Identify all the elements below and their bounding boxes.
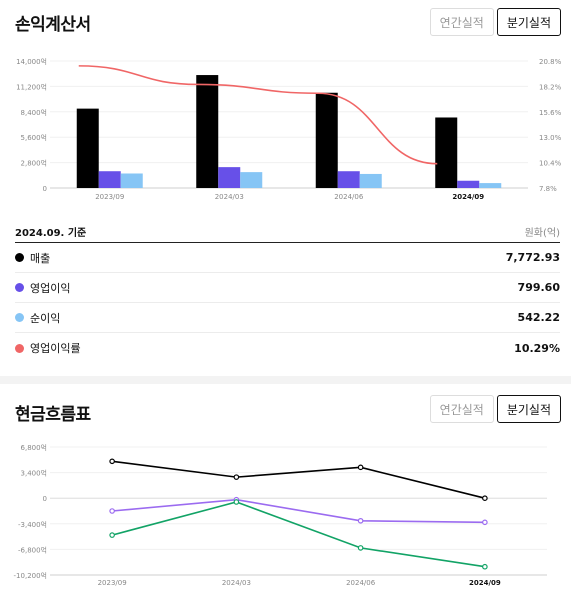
x-tick-label: 2024/03 [222, 579, 251, 587]
bar [196, 75, 219, 188]
income-period-toggle: 연간실적 분기실적 [429, 8, 561, 36]
summary-label: 매출 [30, 251, 51, 265]
y2-tick-label: 15.6% [539, 109, 562, 117]
series-line [111, 501, 485, 568]
as-of-date: 2024.09. 기준 [15, 228, 87, 239]
y-tick-label: 6,800억 [21, 444, 47, 452]
summary-row-operating-profit: 영업이익 799.60 [15, 273, 560, 303]
data-point [109, 532, 115, 538]
y-tick-label: -10,200억 [14, 572, 47, 580]
as-of-row: 2024.09. 기준 원화(억) [15, 221, 560, 243]
summary-label: 순이익 [30, 311, 61, 325]
cash-flow-title: 현금흐름표 [15, 405, 91, 425]
y-tick-label: 14,000억 [16, 58, 47, 66]
summary-value: 542.22 [517, 311, 560, 324]
summary-label: 영업이익 [30, 281, 71, 295]
x-tick-label: 2024/06 [334, 193, 364, 201]
x-tick-label: 2024/03 [215, 193, 244, 201]
bar [359, 173, 382, 188]
y-tick-label: 5,600억 [21, 134, 47, 142]
data-point [233, 474, 240, 480]
section-divider [0, 376, 571, 384]
operating-margin-line [78, 65, 438, 165]
bar [457, 180, 480, 188]
bar [479, 183, 502, 188]
series-line [112, 498, 485, 524]
quarterly-button[interactable]: 분기실적 [496, 8, 561, 36]
summary-value: 7,772.93 [505, 251, 560, 264]
summary-row-operating-margin: 영업이익률 10.29% [15, 333, 560, 363]
income-statement-title: 손익계산서 [15, 15, 91, 35]
income-summary-list: 매출 7,772.93 영업이익 799.60 순이익 542.22 영업이익률… [15, 243, 560, 363]
bar [98, 171, 121, 188]
data-point [233, 499, 240, 505]
annual-button[interactable]: 연간실적 [429, 8, 494, 36]
y-tick-label: 0 [43, 495, 47, 503]
y2-tick-label: 7.8% [539, 185, 557, 193]
data-point [482, 495, 488, 502]
bar [120, 173, 143, 188]
y2-tick-label: 20.8% [539, 58, 562, 66]
y2-tick-label: 18.2% [539, 83, 562, 91]
bar [337, 171, 360, 188]
data-point [482, 519, 488, 526]
annual-button[interactable]: 연간실적 [429, 395, 494, 423]
income-chart: 14,000억 11,200억 8,400억 5,600억 2,800억 0 20.8% 18… [16, 58, 562, 201]
legend-dot-icon [15, 253, 24, 262]
data-point [357, 464, 364, 471]
cash-flow-section: 현금흐름표 연간실적 분기실적 6,800억 3,400억 0 -3,400억 -6,8… [0, 384, 571, 594]
quarterly-button[interactable]: 분기실적 [496, 395, 561, 423]
y-tick-label: 2,800억 [21, 160, 47, 168]
x-tick-label: 2023/09 [98, 579, 127, 587]
data-point [357, 545, 364, 551]
legend-dot-icon [15, 313, 24, 322]
summary-row-net-income: 순이익 542.22 [15, 303, 560, 333]
cash-flow-chart: 6,800억 3,400억 0 -3,400억 -6,800억 -10,200억 2023/… [14, 444, 547, 587]
cash-period-toggle: 연간실적 분기실적 [429, 395, 561, 423]
y2-tick-label: 10.4% [539, 160, 562, 168]
data-point [482, 563, 488, 570]
legend-dot-icon [15, 283, 24, 292]
data-point [109, 458, 115, 465]
summary-value: 799.60 [517, 281, 560, 294]
summary-label: 영업이익률 [30, 342, 81, 355]
y-tick-label: -6,800억 [18, 546, 47, 554]
data-point [357, 517, 364, 524]
x-tick-label: 2024/06 [346, 579, 376, 587]
x-tick-label: 2023/09 [95, 193, 124, 201]
data-point [109, 508, 115, 514]
y-tick-label: 11,200억 [16, 83, 47, 91]
bar [240, 172, 263, 188]
bar [76, 108, 99, 188]
income-statement-section: 손익계산서 연간실적 분기실적 14,000억 11,200억 8,400억 5,60… [15, 8, 562, 363]
currency-unit: 원화(억) [524, 228, 560, 239]
x-tick-label: 2024/09 [469, 579, 501, 587]
y-tick-label: -3,400억 [18, 521, 47, 529]
y-tick-label: 3,400억 [21, 470, 47, 478]
y-tick-label: 0 [43, 185, 47, 193]
series-line [112, 460, 486, 499]
bar [435, 117, 458, 188]
y-tick-label: 8,400억 [21, 109, 47, 117]
bar [315, 92, 338, 188]
legend-dot-icon [15, 343, 24, 353]
summary-row-revenue: 매출 7,772.93 [15, 243, 560, 273]
y2-tick-label: 13.0% [539, 134, 562, 142]
summary-value: 10.29% [514, 341, 560, 355]
bar [218, 167, 241, 188]
x-tick-label: 2024/09 [452, 193, 484, 201]
